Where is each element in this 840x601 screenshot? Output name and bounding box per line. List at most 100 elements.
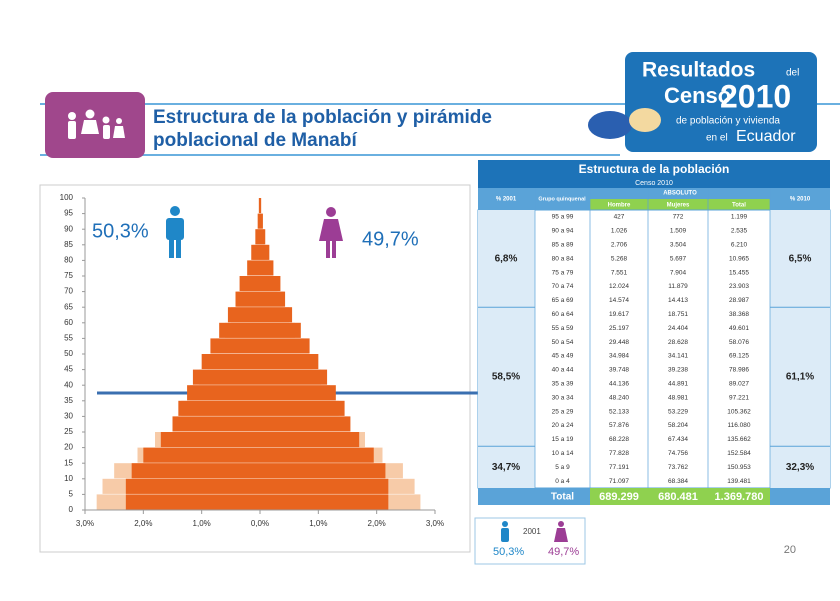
table-header: Hombre: [608, 203, 631, 209]
bar: [260, 276, 281, 292]
bar: [227, 307, 260, 323]
x-tick-label: 1,0%: [193, 519, 211, 528]
table-cell: 55 a 59: [552, 325, 574, 332]
logo-text: de población y vivienda: [676, 116, 780, 127]
bar: [260, 213, 263, 229]
table-cell: 18.751: [668, 311, 688, 318]
bar: [260, 354, 319, 370]
table-cell: 35 a 39: [552, 380, 574, 387]
bar: [260, 229, 266, 245]
table-pct: 32,3%: [786, 462, 814, 473]
table-cell: 19.617: [609, 311, 629, 318]
y-tick-label: 50: [64, 349, 73, 358]
y-tick-label: 25: [64, 427, 73, 436]
logo-text: en el: [706, 133, 728, 144]
table-cell: 105.362: [727, 408, 751, 415]
bar: [235, 291, 260, 307]
table-cell: 3.504: [670, 241, 687, 248]
table-cell: 5.268: [611, 255, 628, 262]
table-cell: 20 a 24: [552, 422, 574, 429]
table-cell: 74.756: [668, 450, 688, 457]
table-header: ABSOLUTO: [663, 191, 697, 197]
bar: [260, 369, 328, 385]
table-cell: 73.762: [668, 464, 688, 471]
table-cell: 1.199: [731, 214, 748, 221]
table-cell: 95 a 99: [552, 214, 574, 221]
bar: [260, 432, 360, 448]
bar: [260, 198, 262, 214]
table-cell: 50 a 54: [552, 339, 574, 346]
y-tick-label: 85: [64, 240, 73, 249]
table-cell: 1.509: [670, 228, 687, 235]
table-cell: 48.240: [609, 394, 629, 401]
table-cell: 77.828: [609, 450, 629, 457]
x-tick-label: 0,0%: [251, 519, 269, 528]
table-cell: 58.204: [668, 422, 688, 429]
bar: [187, 385, 260, 401]
y-tick-label: 80: [64, 256, 73, 265]
table-cell: 5.697: [670, 255, 687, 262]
table-cell: 75 a 79: [552, 269, 574, 276]
table-cell: 152.584: [727, 450, 751, 457]
table-total-green: [590, 488, 770, 505]
logo-box: [625, 52, 817, 152]
table-cell: 24.404: [668, 325, 688, 332]
table-cell: 7.551: [611, 269, 628, 276]
y-tick-label: 45: [64, 365, 73, 374]
y-tick-label: 100: [60, 193, 74, 202]
table-cell: 38.368: [729, 311, 749, 318]
y-tick-label: 0: [69, 505, 74, 514]
table-cell: 2.535: [731, 228, 748, 235]
bar: [257, 213, 260, 229]
table-cell: 40 a 44: [552, 367, 574, 374]
table-cell: 80 a 84: [552, 255, 574, 262]
legend-woman-icon: [554, 521, 568, 542]
page-number: 20: [784, 544, 796, 556]
x-tick-label: 3,0%: [76, 519, 94, 528]
y-tick-label: 15: [64, 458, 73, 467]
table-cell: 60 a 64: [552, 311, 574, 318]
table-cell: 89.027: [729, 380, 749, 387]
annotation: 49,7%: [362, 228, 419, 250]
table-cell: 0 a 4: [555, 478, 570, 485]
bar: [219, 322, 260, 338]
bar: [260, 478, 389, 494]
bar: [210, 338, 260, 354]
woman-icon: [319, 207, 343, 258]
table-header: % 2010: [790, 197, 811, 203]
table-title-bg: [478, 160, 830, 188]
table-cell: 39.238: [668, 367, 688, 374]
table-pct: 58,5%: [492, 371, 520, 382]
logo-text: Resultados: [642, 59, 755, 82]
table-cell: 57.876: [609, 422, 629, 429]
x-tick-label: 2,0%: [134, 519, 152, 528]
y-tick-label: 5: [69, 490, 74, 499]
bar: [143, 447, 260, 463]
table-cell: 85 a 89: [552, 241, 574, 248]
table-cell: 14.413: [668, 297, 688, 304]
y-tick-label: 10: [64, 474, 73, 483]
table-cell: 14.574: [609, 297, 629, 304]
table-pct-bg: [770, 210, 830, 488]
bar: [260, 400, 345, 416]
table-total: 1.369.780: [715, 491, 764, 503]
bar: [260, 447, 374, 463]
table-cell: 23.903: [729, 283, 749, 290]
slide-title: poblacional de Manabí: [153, 130, 357, 151]
x-tick-label: 1,0%: [309, 519, 327, 528]
man-icon: [166, 206, 184, 258]
table-total: 680.481: [658, 491, 698, 503]
y-tick-label: 90: [64, 224, 73, 233]
x-tick-label: 3,0%: [426, 519, 444, 528]
table-header-green: [590, 199, 770, 210]
y-tick-label: 60: [64, 318, 73, 327]
table-cell: 11.879: [668, 283, 688, 290]
table-pct: 6,8%: [495, 253, 518, 264]
table-pct-bg: [478, 210, 535, 488]
y-tick-label: 35: [64, 396, 73, 405]
bar: [125, 478, 260, 494]
bar: [239, 276, 260, 292]
table-cell: 34.984: [609, 353, 629, 360]
table-cell: 28.628: [668, 339, 688, 346]
